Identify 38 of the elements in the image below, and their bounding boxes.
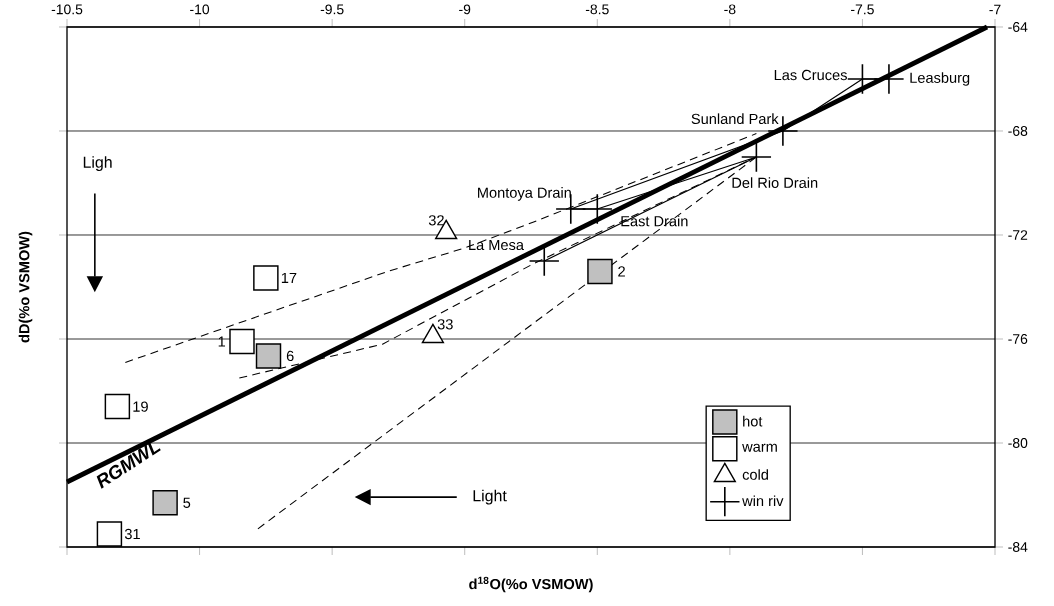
y-axis-title: dD(%o VSMOW) bbox=[18, 231, 33, 343]
annotation: Del Rio Drain bbox=[732, 177, 818, 188]
annotation: Ligh bbox=[83, 156, 112, 172]
x-tick-label: -8 bbox=[724, 4, 736, 15]
y-tick-label: -76 bbox=[1008, 334, 1028, 344]
x-tick-label: -9.5 bbox=[320, 4, 344, 15]
annotation: 19 bbox=[133, 401, 148, 412]
annotation: 5 bbox=[183, 497, 191, 508]
annotation: Las Cruces bbox=[774, 69, 847, 81]
annotation: 31 bbox=[124, 528, 140, 540]
annotation: Montoya Drain bbox=[478, 187, 571, 201]
annotation: 6 bbox=[286, 350, 294, 362]
x-tick-label: -9 bbox=[459, 4, 471, 15]
legend-label: warm bbox=[742, 443, 777, 452]
annotation: Leasburg bbox=[910, 72, 970, 86]
x-tick-label: -10 bbox=[190, 4, 210, 15]
annotation: 2 bbox=[618, 266, 625, 277]
x-tick-label: -7.5 bbox=[851, 4, 874, 15]
x-tick-label: -7 bbox=[989, 4, 1001, 15]
legend-label: win riv bbox=[742, 495, 784, 506]
annotation: Sunland Park bbox=[691, 113, 779, 125]
annotation: 17 bbox=[281, 272, 297, 283]
y-tick-label: -84 bbox=[1008, 542, 1028, 552]
y-tick-label: -72 bbox=[1008, 230, 1028, 240]
x-tick-label: -8.5 bbox=[585, 4, 609, 15]
annotation: Light bbox=[473, 489, 507, 505]
legend-label: hot bbox=[743, 415, 763, 427]
annotation: East Drain bbox=[621, 215, 688, 227]
y-tick-label: -68 bbox=[1008, 126, 1028, 136]
y-tick-label: -64 bbox=[1008, 22, 1028, 32]
annotation: 32 bbox=[428, 215, 444, 226]
annotation: La Mesa bbox=[469, 239, 524, 251]
annotation: 1 bbox=[218, 336, 226, 347]
legend-label: cold bbox=[742, 469, 768, 480]
annotation: 33 bbox=[437, 319, 453, 330]
y-tick-label: -80 bbox=[1008, 438, 1028, 448]
x-tick-label: -10.5 bbox=[51, 4, 83, 15]
x-axis-title: d$^{18}$O(%o VSMOW) bbox=[469, 576, 593, 593]
